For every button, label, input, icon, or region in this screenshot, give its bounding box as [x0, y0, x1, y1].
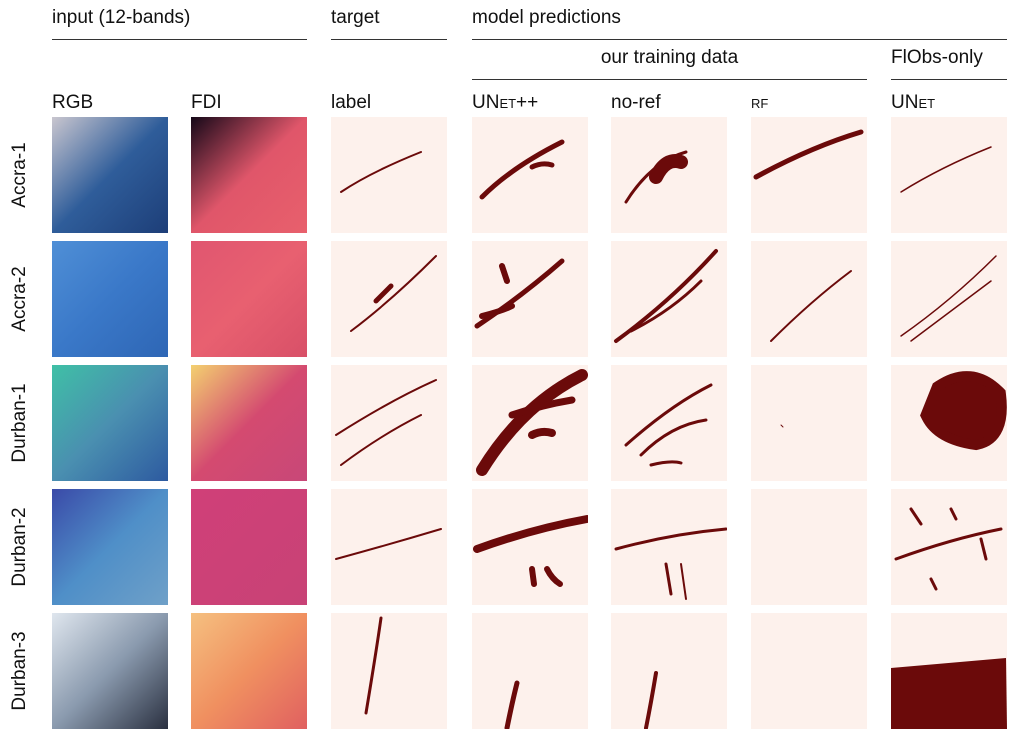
column-label: RGB [52, 92, 93, 114]
group-title: input (12-bands) [52, 7, 190, 29]
column-label: UNet [891, 92, 935, 114]
column-label: FDI [191, 92, 222, 114]
image-tile [891, 117, 1007, 233]
column-label: label [331, 92, 371, 114]
image-tile [52, 489, 168, 605]
image-tile [611, 241, 727, 357]
image-tile [472, 489, 588, 605]
image-tile [472, 613, 588, 729]
column-label: rf [751, 92, 768, 114]
image-tile [751, 489, 867, 605]
figure: input (12-bands) target model prediction… [0, 0, 1011, 729]
image-tile [611, 117, 727, 233]
row-label: Durban-1 [9, 383, 31, 462]
subgroup-rule [472, 79, 867, 80]
image-tile [191, 117, 307, 233]
image-tile [331, 613, 447, 729]
subgroup-title: our training data [472, 47, 867, 69]
image-tile [472, 117, 588, 233]
image-tile [191, 613, 307, 729]
group-rule [331, 39, 447, 40]
image-tile [52, 613, 168, 729]
row-label: Durban-2 [9, 507, 31, 586]
image-tile [891, 613, 1007, 729]
image-tile [751, 117, 867, 233]
image-tile [331, 117, 447, 233]
image-tile [751, 613, 867, 729]
image-tile [891, 365, 1007, 481]
image-tile [52, 241, 168, 357]
group-rule [52, 39, 307, 40]
image-tile [191, 365, 307, 481]
image-tile [611, 489, 727, 605]
image-tile [52, 365, 168, 481]
image-tile [891, 241, 1007, 357]
image-tile [751, 241, 867, 357]
subgroup-title: FlObs-only [891, 47, 983, 69]
group-rule [472, 39, 1007, 40]
image-tile [331, 489, 447, 605]
image-tile [611, 365, 727, 481]
image-tile [52, 117, 168, 233]
image-tile [891, 489, 1007, 605]
image-tile [191, 241, 307, 357]
image-tile [472, 241, 588, 357]
image-tile [331, 241, 447, 357]
row-label: Accra-2 [9, 266, 31, 331]
row-label: Durban-3 [9, 631, 31, 710]
column-label: no-ref [611, 92, 661, 114]
subgroup-rule [891, 79, 1007, 80]
column-label: UNet++ [472, 92, 538, 114]
image-tile [611, 613, 727, 729]
image-tile [191, 489, 307, 605]
group-title: target [331, 7, 380, 29]
row-label: Accra-1 [9, 142, 31, 207]
group-title: model predictions [472, 7, 621, 29]
image-tile [331, 365, 447, 481]
image-tile [472, 365, 588, 481]
image-tile [751, 365, 867, 481]
